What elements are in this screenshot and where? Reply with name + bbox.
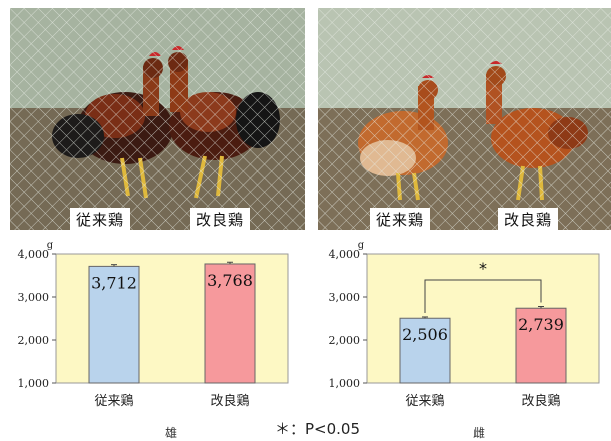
photo-label-improved: 改良鶏 (498, 208, 559, 230)
y-tick-label: 2,000 (18, 334, 50, 347)
male-weight-chart: 1,000 2,000 3,000 4,000 g 3,712 従来鶏 3,768 改良鶏 (0, 236, 300, 436)
male-label: 雄 (165, 426, 178, 440)
x-category-label: 従来鶏 (94, 394, 133, 409)
x-category-label: 改良鶏 (210, 393, 249, 409)
y-tick-label: 4,000 (18, 248, 50, 261)
bar-value-label: 2,506 (402, 325, 448, 344)
y-tick-label: 3,000 (18, 291, 50, 304)
bar (88, 265, 140, 384)
significance-marker: * (479, 259, 487, 278)
bar-value-label: 3,768 (207, 271, 253, 290)
y-tick-label: 4,000 (329, 248, 361, 261)
bar-value-label: 3,712 (91, 273, 137, 292)
y-unit-label: g (47, 240, 54, 251)
significance-bracket (424, 279, 542, 313)
x-category-label: 改良鶏 (521, 393, 560, 409)
female-label: 雌 (473, 426, 486, 440)
y-tick-label: 1,000 (329, 377, 361, 390)
y-tick-label: 3,000 (329, 291, 361, 304)
significance-footnote: ＊：P<0.05 (275, 420, 361, 438)
photo-label-conventional: 従来鶏 (70, 208, 131, 230)
rooster-photo-scene (10, 8, 305, 230)
photo-label-improved: 改良鶏 (190, 208, 251, 230)
rooster-photo: 従来鶏 改良鶏 (10, 8, 305, 230)
bar (204, 263, 256, 384)
hen-photo-scene (318, 8, 611, 230)
y-unit-label: g (358, 240, 365, 251)
bar (515, 307, 567, 384)
bar-value-label: 2,739 (518, 315, 564, 334)
y-tick-label: 1,000 (18, 377, 50, 390)
hen-photo: 従来鶏 改良鶏 (318, 8, 611, 230)
x-category-label: 従来鶏 (405, 394, 444, 409)
y-tick-label: 2,000 (329, 334, 361, 347)
photo-label-conventional: 従来鶏 (370, 208, 431, 230)
female-weight-chart: 1,000 2,000 3,000 4,000 g 2,506 従来鶏 2,739 改良鶏 * (311, 236, 611, 436)
bar (399, 317, 451, 384)
